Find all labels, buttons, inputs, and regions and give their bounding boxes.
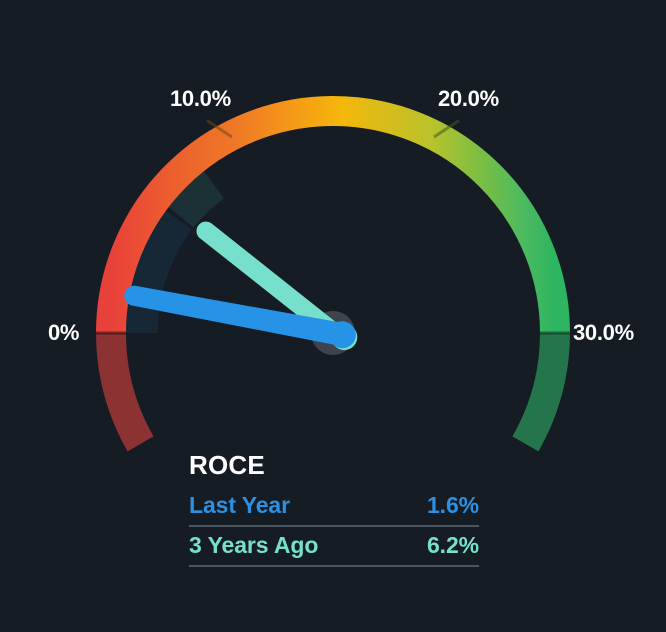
inner-track-arcs <box>123 170 225 334</box>
legend-row-last-year: Last Year 1.6% <box>189 491 479 528</box>
legend-value-last-year: 1.6% <box>426 492 479 519</box>
gauge-tick-marks <box>96 119 570 335</box>
tick-mark-20 <box>433 119 460 139</box>
legend-row-three-years-ago: 3 Years Ago 6.2% <box>189 527 479 568</box>
tick-mark-10 <box>206 119 233 139</box>
legend-value-three-years-ago: 6.2% <box>426 532 479 559</box>
legend-title: ROCE <box>189 450 265 480</box>
needle-three-years-ago <box>196 221 358 351</box>
gauge-legend: ROCE Last Year 1.6% 3 Years Ago 6.2% <box>189 450 479 568</box>
gauge-tick-label-20: 20.0% <box>438 86 499 111</box>
legend-label-last-year: Last Year <box>189 492 290 519</box>
gauge-tick-label-10: 10.0% <box>170 86 231 111</box>
legend-label-three-years-ago: 3 Years Ago <box>189 532 319 559</box>
needle-last-year <box>124 285 356 349</box>
gauge-tick-label-0: 0% <box>48 320 80 345</box>
gauge-arc-overflow-low <box>95 332 154 452</box>
gauge-arc-overflow-high <box>512 332 571 452</box>
gauge-tick-label-30: 30.0% <box>573 320 634 345</box>
gauge-arc-main <box>96 96 570 334</box>
